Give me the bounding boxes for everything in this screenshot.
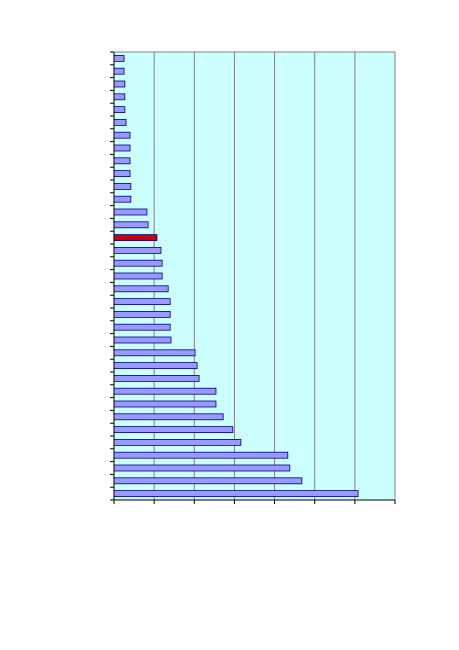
bar	[113, 93, 126, 101]
bar	[113, 67, 125, 75]
bar	[113, 208, 148, 216]
bar	[113, 246, 162, 254]
bar	[113, 400, 217, 408]
bar	[113, 170, 131, 178]
bar	[113, 490, 359, 498]
bar	[113, 157, 131, 165]
bar	[113, 144, 131, 152]
bar	[113, 195, 132, 203]
bar	[113, 234, 158, 242]
bar	[113, 438, 242, 446]
bar	[113, 387, 217, 395]
bar	[113, 55, 125, 62]
bar	[113, 221, 149, 229]
bar	[113, 464, 291, 472]
bar	[113, 374, 200, 382]
bar	[113, 106, 126, 113]
bar	[113, 182, 132, 190]
bar	[113, 413, 224, 421]
bar	[113, 131, 131, 139]
bar	[113, 285, 169, 293]
bar	[113, 259, 163, 267]
bar	[113, 362, 198, 370]
bar	[113, 310, 171, 318]
bar	[113, 349, 196, 357]
bar	[113, 119, 127, 126]
bar	[113, 323, 171, 331]
bar	[113, 477, 303, 485]
bar	[113, 336, 172, 344]
bar	[113, 426, 234, 434]
bar	[113, 298, 171, 306]
bar	[113, 272, 163, 280]
bar	[113, 80, 126, 88]
bar	[113, 451, 289, 459]
